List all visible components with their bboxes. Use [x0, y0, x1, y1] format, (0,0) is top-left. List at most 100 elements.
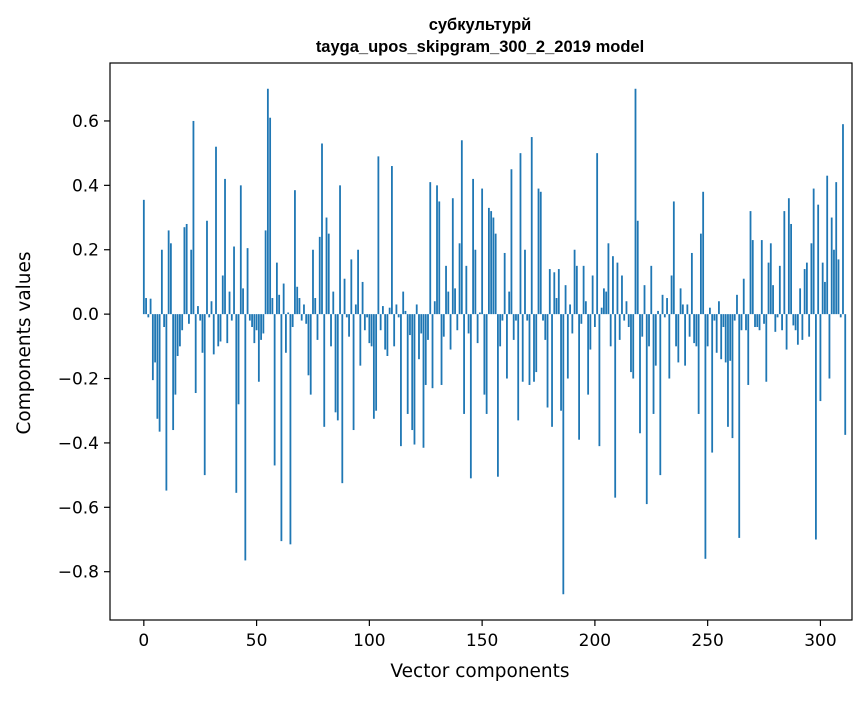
x-axis: 0 50 100 150 200 250 300	[138, 620, 837, 651]
x-tick-label: 0	[138, 631, 149, 651]
bar-38	[228, 291, 231, 315]
bar-169	[524, 249, 526, 315]
bar-18	[183, 227, 186, 315]
bar-234	[670, 275, 673, 315]
bar-291	[799, 288, 802, 315]
bar-77	[316, 314, 319, 340]
y-tick-label: −0.4	[58, 434, 99, 454]
bar-179	[546, 314, 549, 408]
bar-213	[623, 314, 626, 321]
bar-264	[738, 314, 741, 538]
bar-90	[345, 314, 348, 318]
bar-1	[145, 298, 147, 315]
bar-233	[668, 314, 671, 379]
bar-257	[722, 314, 725, 328]
x-tick-label: 300	[804, 631, 836, 651]
bar-114	[400, 314, 402, 447]
plot-area-frame	[109, 62, 853, 621]
bar-3	[149, 298, 152, 315]
bar-237	[677, 314, 680, 363]
bar-209	[614, 314, 617, 498]
bar-28	[206, 220, 208, 315]
bar-248	[702, 191, 705, 315]
bar-91	[348, 314, 350, 337]
bar-144	[467, 314, 470, 334]
bar-221	[641, 314, 644, 337]
bar-206	[607, 243, 610, 315]
bar-130	[436, 185, 438, 315]
bar-125	[424, 314, 427, 385]
bar-61	[280, 314, 283, 542]
bar-260	[729, 314, 732, 361]
bar-83	[330, 314, 332, 347]
bar-69	[298, 298, 301, 315]
bar-24	[197, 306, 199, 315]
bar-232	[666, 298, 668, 315]
bar-156	[494, 233, 497, 315]
bar-74	[309, 314, 312, 395]
bar-171	[528, 314, 531, 385]
bar-216	[630, 314, 632, 373]
bar-133	[442, 314, 445, 337]
bar-99	[366, 314, 368, 318]
bar-85	[334, 314, 337, 413]
y-tick-label: −0.2	[58, 370, 99, 390]
bar-76	[314, 298, 317, 315]
bar-33	[217, 314, 220, 347]
bar-289	[794, 314, 797, 331]
bar-71	[303, 304, 305, 315]
bar-196	[584, 301, 587, 315]
x-tick-label: 100	[353, 631, 385, 651]
bar-240	[684, 314, 686, 366]
bar-60	[278, 294, 281, 315]
bar-45	[244, 314, 247, 561]
bar-166	[517, 314, 520, 421]
bar-16	[179, 314, 181, 347]
bar-226	[652, 314, 655, 414]
bar-98	[363, 314, 366, 331]
bar-126	[427, 314, 429, 340]
bar-44	[242, 288, 244, 315]
chart-title-line-2: tayga_upos_skipgram_300_2_2019 model	[316, 38, 644, 56]
bar-106	[381, 306, 384, 315]
bar-145	[469, 314, 472, 479]
bar-0	[142, 199, 145, 315]
bar-302	[824, 281, 826, 315]
bar-34	[219, 314, 222, 342]
bar-311	[844, 314, 847, 435]
bar-70	[300, 314, 303, 321]
x-tick-label: 50	[246, 631, 268, 651]
bar-113	[397, 314, 400, 318]
bar-111	[393, 314, 396, 347]
bar-255	[718, 301, 720, 315]
bar-282	[778, 265, 781, 315]
bar-223	[645, 314, 648, 505]
bar-175	[537, 188, 540, 315]
bar-102	[372, 314, 375, 419]
bar-287	[790, 223, 792, 315]
bar-299	[817, 204, 820, 315]
bar-123	[420, 314, 423, 334]
bar-254	[715, 314, 718, 353]
bar-68	[296, 286, 299, 315]
bar-11	[167, 230, 170, 315]
y-tick-label: 0.6	[72, 112, 99, 132]
x-tick-label: 250	[691, 631, 723, 651]
bar-297	[812, 188, 815, 315]
bar-112	[395, 304, 398, 315]
bar-64	[287, 312, 290, 315]
x-tick-label: 200	[579, 631, 611, 651]
bar-293	[803, 269, 806, 315]
bar-150	[481, 188, 484, 315]
bar-141	[460, 140, 463, 315]
bar-227	[654, 314, 657, 366]
bar-208	[612, 256, 614, 315]
bar-56	[269, 117, 272, 315]
bar-67	[294, 190, 296, 315]
bar-124	[422, 314, 425, 448]
bar-263	[736, 294, 738, 315]
bar-259	[727, 314, 729, 427]
bar-103	[375, 314, 378, 411]
bar-200	[593, 314, 596, 328]
bar-225	[650, 265, 653, 315]
